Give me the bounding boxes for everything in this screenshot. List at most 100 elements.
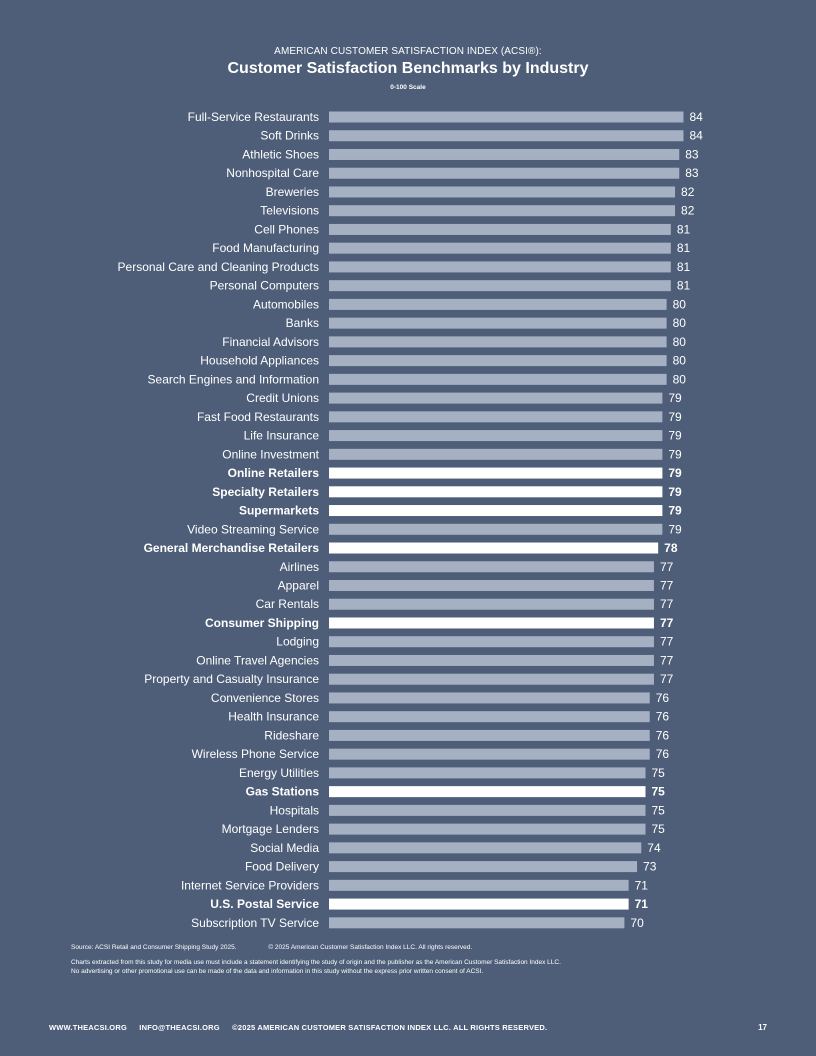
value-label-online-travel-agencies: 77 (660, 653, 674, 667)
bar-online-travel-agencies (329, 654, 654, 666)
bar-online-investment (329, 448, 663, 460)
bar-property-and-casualty-insurance (329, 673, 654, 685)
bar-u-s-postal-service (329, 898, 629, 910)
bar-convenience-stores (329, 692, 650, 704)
source-note: Source: ACSI Retail and Consumer Shippin… (71, 944, 237, 951)
value-label-nonhospital-care: 83 (685, 166, 699, 180)
value-label-televisions: 82 (681, 204, 695, 218)
category-label-full-service-restaurants: Full-Service Restaurants (188, 110, 319, 124)
category-label-financial-advisors: Financial Advisors (222, 335, 319, 349)
value-label-lodging: 77 (660, 635, 674, 649)
category-label-general-merchandise-retailers: General Merchandise Retailers (144, 541, 320, 555)
category-label-internet-service-providers: Internet Service Providers (181, 878, 319, 892)
category-label-car-rentals: Car Rentals (256, 597, 319, 611)
value-label-personal-computers: 81 (677, 279, 691, 293)
value-label-search-engines-and-information: 80 (673, 372, 687, 386)
category-label-online-investment: Online Investment (222, 447, 319, 461)
category-label-nonhospital-care: Nonhospital Care (226, 166, 319, 180)
category-label-apparel: Apparel (278, 579, 319, 593)
category-label-wireless-phone-service: Wireless Phone Service (192, 747, 320, 761)
category-label-lodging: Lodging (276, 635, 319, 649)
value-label-internet-service-providers: 71 (635, 878, 649, 892)
bar-household-appliances (329, 355, 667, 367)
category-label-personal-care-and-cleaning-products: Personal Care and Cleaning Products (118, 260, 319, 274)
value-label-fast-food-restaurants: 79 (668, 410, 682, 424)
category-label-specialty-retailers: Specialty Retailers (212, 485, 319, 499)
category-label-cell-phones: Cell Phones (254, 222, 319, 236)
value-label-online-investment: 79 (668, 447, 682, 461)
bar-automobiles (329, 298, 667, 310)
bar-consumer-shipping (329, 617, 654, 629)
value-label-health-insurance: 76 (656, 710, 670, 724)
bar-personal-care-and-cleaning-products (329, 261, 671, 273)
bar-breweries (329, 186, 676, 198)
page-number: 17 (758, 1023, 767, 1032)
value-label-social-media: 74 (647, 841, 661, 855)
category-label-breweries: Breweries (266, 185, 319, 199)
value-label-specialty-retailers: 79 (668, 485, 682, 499)
category-label-personal-computers: Personal Computers (210, 279, 319, 293)
bar-wireless-phone-service (329, 748, 650, 760)
value-label-life-insurance: 79 (668, 429, 682, 443)
value-label-food-delivery: 73 (643, 860, 657, 874)
value-label-personal-care-and-cleaning-products: 81 (677, 260, 691, 274)
footer-email-link[interactable]: INFO@THEACSI.ORG (139, 1023, 220, 1032)
value-label-financial-advisors: 80 (673, 335, 687, 349)
bar-cell-phones (329, 223, 671, 235)
bar-full-service-restaurants (329, 111, 684, 123)
chart-supertitle: AMERICAN CUSTOMER SATISFACTION INDEX (AC… (274, 46, 542, 57)
category-label-rideshare: Rideshare (264, 728, 319, 742)
bar-airlines (329, 561, 654, 573)
bar-lodging (329, 636, 654, 648)
value-label-supermarkets: 79 (668, 504, 682, 518)
value-label-banks: 80 (673, 316, 687, 330)
value-label-household-appliances: 80 (673, 354, 687, 368)
value-label-subscription-tv-service: 70 (630, 916, 644, 930)
bar-life-insurance (329, 430, 663, 442)
bar-soft-drinks (329, 130, 684, 142)
footer-website-link[interactable]: WWW.THEACSI.ORG (49, 1023, 127, 1032)
category-label-banks: Banks (286, 316, 319, 330)
category-label-food-manufacturing: Food Manufacturing (212, 241, 319, 255)
value-label-full-service-restaurants: 84 (689, 110, 703, 124)
value-label-hospitals: 75 (652, 803, 666, 817)
category-label-u-s-postal-service: U.S. Postal Service (210, 897, 319, 911)
advertising-note: No advertising or other promotional use … (71, 968, 484, 975)
category-label-convenience-stores: Convenience Stores (211, 691, 319, 705)
value-label-credit-unions: 79 (668, 391, 682, 405)
bar-internet-service-providers (329, 879, 629, 891)
copyright-note: © 2025 American Customer Satisfaction In… (268, 944, 473, 951)
value-label-energy-utilities: 75 (652, 766, 666, 780)
category-label-health-insurance: Health Insurance (228, 710, 319, 724)
value-label-property-and-casualty-insurance: 77 (660, 672, 674, 686)
value-label-convenience-stores: 76 (656, 691, 670, 705)
value-label-food-manufacturing: 81 (677, 241, 691, 255)
value-label-athletic-shoes: 83 (685, 147, 699, 161)
page-footer: WWW.THEACSI.ORG INFO@THEACSI.ORG ©2025 A… (49, 1023, 769, 1032)
category-label-automobiles: Automobiles (253, 297, 319, 311)
category-label-mortgage-lenders: Mortgage Lenders (222, 822, 319, 836)
value-label-online-retailers: 79 (668, 466, 682, 480)
value-label-mortgage-lenders: 75 (652, 822, 666, 836)
bar-hospitals (329, 804, 646, 816)
category-label-video-streaming-service: Video Streaming Service (187, 522, 319, 536)
bar-apparel (329, 580, 654, 591)
bar-gas-stations (329, 786, 646, 798)
value-label-automobiles: 80 (673, 297, 687, 311)
bar-mortgage-lenders (329, 823, 646, 835)
category-label-search-engines-and-information: Search Engines and Information (148, 372, 319, 386)
category-label-social-media: Social Media (250, 841, 319, 855)
footer-copyright: ©2025 AMERICAN CUSTOMER SATISFACTION IND… (232, 1023, 548, 1032)
category-label-fast-food-restaurants: Fast Food Restaurants (197, 410, 319, 424)
category-label-online-retailers: Online Retailers (228, 466, 320, 480)
category-label-property-and-casualty-insurance: Property and Casualty Insurance (144, 672, 319, 686)
bar-credit-unions (329, 392, 663, 404)
category-label-gas-stations: Gas Stations (246, 785, 320, 799)
bar-financial-advisors (329, 336, 667, 348)
category-label-hospitals: Hospitals (270, 803, 319, 817)
bar-banks (329, 317, 667, 329)
bar-rideshare (329, 729, 650, 741)
category-label-soft-drinks: Soft Drinks (260, 129, 319, 143)
value-label-consumer-shipping: 77 (660, 616, 674, 630)
